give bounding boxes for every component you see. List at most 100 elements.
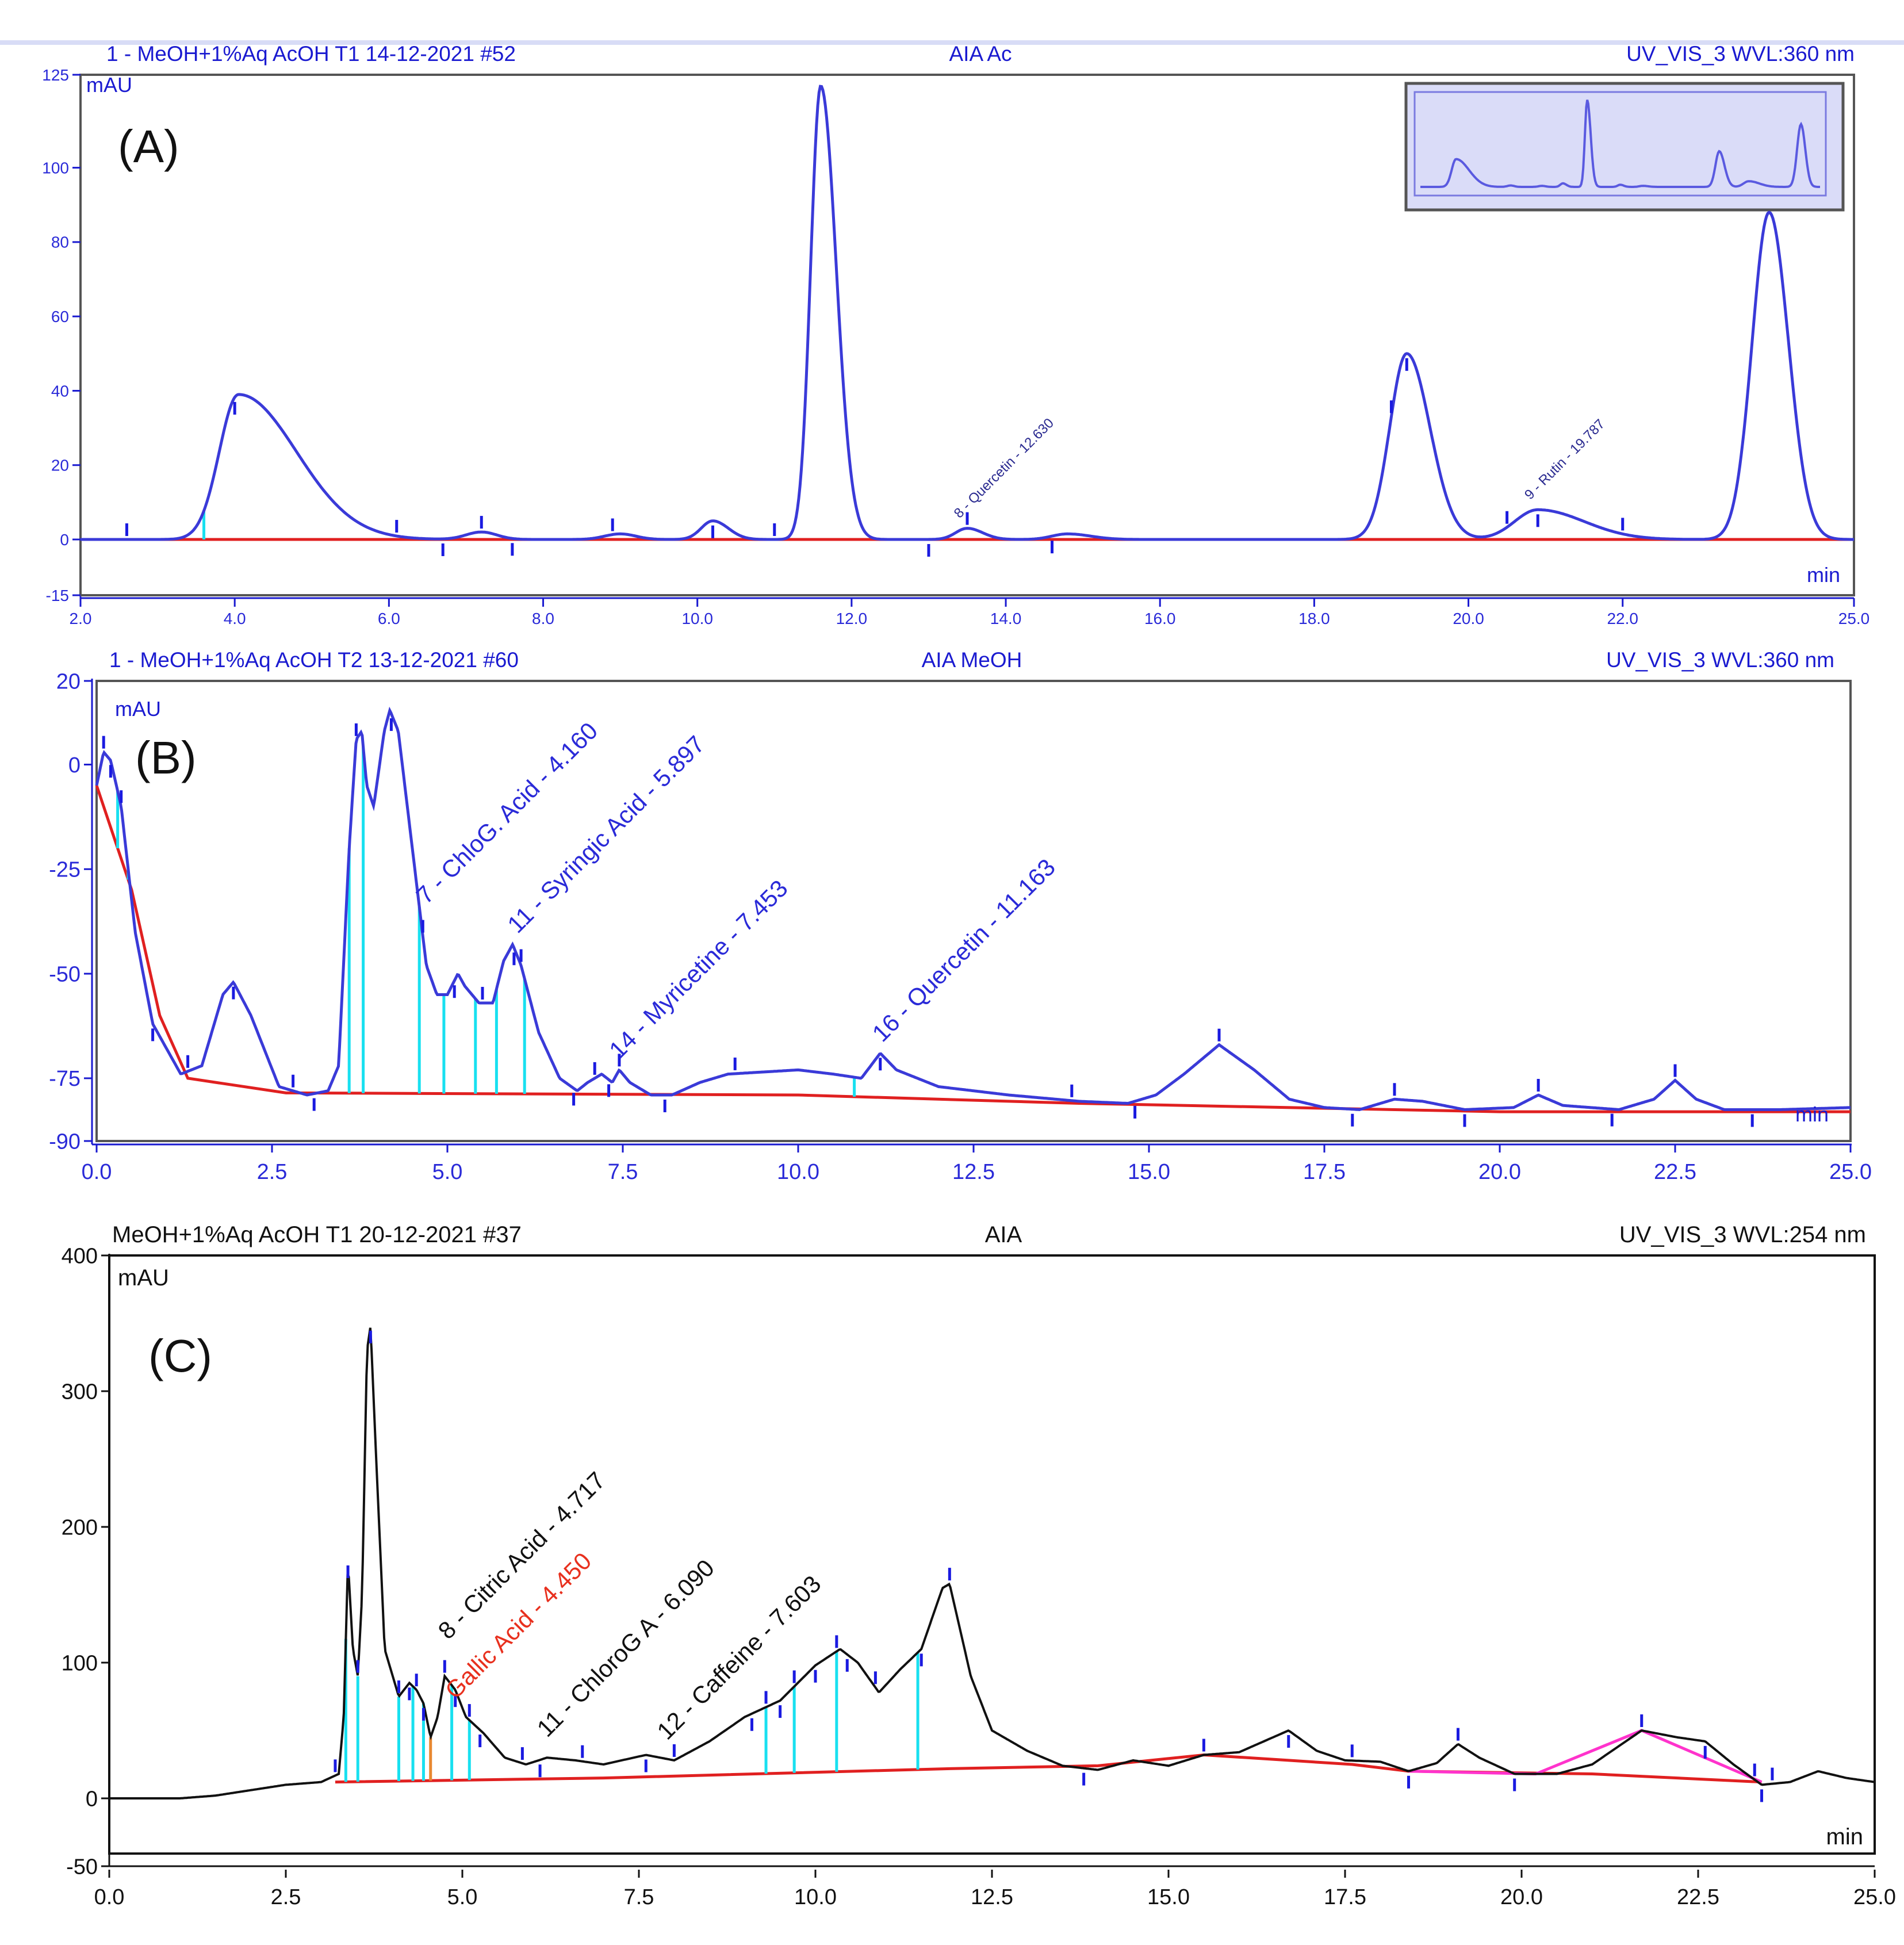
y-tick-label: 60 <box>51 308 69 326</box>
x-tick-label: 2.0 <box>70 610 92 627</box>
panel-c-baseline <box>335 1729 1763 1784</box>
panel-c-trace <box>109 1327 1875 1799</box>
panel-b-header-left: 1 - MeOH+1%Aq AcOH T2 13-12-2021 #60 <box>109 648 519 672</box>
x-tick-label: 5.0 <box>432 1160 463 1184</box>
panel-a-y-unit: mAU <box>86 73 132 97</box>
panel-a-plot-frame <box>79 74 1855 596</box>
panel-b-plot-frame <box>95 680 1852 1142</box>
x-tick-label: 15.0 <box>1147 1885 1190 1909</box>
x-tick-label: 25.0 <box>1829 1160 1872 1184</box>
panel-a: 1 - MeOH+1%Aq AcOH T1 14-12-2021 #52 AIA… <box>0 40 1904 627</box>
panel-b-header-right: UV_VIS_3 WVL:360 nm <box>1606 648 1834 672</box>
x-tick-label: 6.0 <box>378 610 400 627</box>
panel-c-header-right: UV_VIS_3 WVL:254 nm <box>1619 1222 1866 1247</box>
panel-a-label: (A) <box>118 121 179 172</box>
x-tick-label: 0.0 <box>94 1885 125 1909</box>
y-tick-label: 20 <box>56 669 81 694</box>
x-tick-label: 15.0 <box>1128 1160 1170 1184</box>
x-tick-label: 25.0 <box>1838 610 1870 627</box>
y-tick-label: 20 <box>51 457 69 474</box>
y-tick-label: 400 <box>62 1244 98 1268</box>
x-tick-label: 2.5 <box>257 1160 288 1184</box>
x-tick-label: 7.5 <box>624 1885 654 1909</box>
y-tick-label: -15 <box>46 587 69 604</box>
panel-a-inset-frame <box>1413 91 1827 197</box>
x-tick-label: 2.5 <box>271 1885 301 1909</box>
panel-a-inset-trace <box>1420 99 1820 188</box>
x-tick-label: 10.0 <box>681 610 713 627</box>
x-tick-label: 0.0 <box>82 1160 112 1184</box>
x-tick-label: 17.5 <box>1324 1885 1366 1909</box>
y-tick-label: 0 <box>86 1787 98 1811</box>
panel-c: MeOH+1%Aq AcOH T1 20-12-2021 #37 AIA UV_… <box>62 1222 1896 1909</box>
x-tick-label: 20.0 <box>1453 610 1484 627</box>
panel-b-label: (B) <box>135 732 197 783</box>
y-tick-label: 300 <box>62 1380 98 1404</box>
y-tick-label: -75 <box>49 1067 81 1091</box>
panel-a-header-center: AIA Ac <box>949 42 1012 66</box>
peak-annotation: 9 - Rutin - 19.787 <box>1522 416 1608 503</box>
peak-annotation: 11 - Syringic Acid - 5.897 <box>502 730 710 938</box>
x-tick-label: 17.5 <box>1303 1160 1346 1184</box>
panel-b-trace <box>95 706 1851 1112</box>
x-tick-label: 5.0 <box>447 1885 478 1909</box>
x-tick-label: 10.0 <box>794 1885 837 1909</box>
panel-a-header-right: UV_VIS_3 WVL:360 nm <box>1626 42 1855 66</box>
panel-b: 1 - MeOH+1%Aq AcOH T2 13-12-2021 #60 AIA… <box>49 648 1872 1184</box>
panel-c-header-left: MeOH+1%Aq AcOH T1 20-12-2021 #37 <box>112 1222 522 1247</box>
x-tick-label: 16.0 <box>1144 610 1176 627</box>
y-tick-label: 80 <box>51 233 69 251</box>
panel-a-trace <box>81 85 1854 541</box>
x-tick-label: 12.5 <box>952 1160 995 1184</box>
y-tick-label: 40 <box>51 382 69 400</box>
x-tick-label: 10.0 <box>777 1160 819 1184</box>
manual-baseline-segment <box>1408 1729 1763 1783</box>
panel-c-label: (C) <box>148 1330 212 1381</box>
x-tick-label: 14.0 <box>990 610 1022 627</box>
y-tick-label: 200 <box>62 1515 98 1540</box>
panel-a-header-left: 1 - MeOH+1%Aq AcOH T1 14-12-2021 #52 <box>106 42 516 66</box>
x-tick-label: 22.5 <box>1654 1160 1696 1184</box>
panel-a-x-unit: min <box>1807 563 1840 587</box>
y-tick-label: 0 <box>68 753 81 778</box>
x-tick-label: 4.0 <box>224 610 246 627</box>
panel-c-peak-markers <box>334 1330 1774 1802</box>
panel-a-inset <box>1404 82 1845 212</box>
panel-c-y-unit: mAU <box>118 1265 169 1291</box>
panel-c-ticks: 0.0 2.5 5.0 7.5 10.0 12.5 15.0 17.5 20.0 22.5 25.0… <box>62 1244 1896 1909</box>
panel-a-peak-markers <box>125 358 1625 557</box>
x-tick-label: 20.0 <box>1500 1885 1543 1909</box>
x-tick-label: 20.0 <box>1478 1160 1521 1184</box>
panel-b-peak-markers <box>102 718 1754 1127</box>
x-tick-label: 7.5 <box>608 1160 638 1184</box>
y-tick-label: -50 <box>66 1855 98 1879</box>
y-tick-label: -25 <box>49 858 81 882</box>
y-tick-label: -90 <box>49 1130 81 1154</box>
peak-annotation: 16 - Quercetin - 11.163 <box>867 853 1060 1047</box>
panel-b-header-center: AIA MeOH <box>922 648 1022 672</box>
y-tick-label: 125 <box>42 66 69 84</box>
panel-b-y-unit: mAU <box>115 697 161 721</box>
x-tick-label: 22.0 <box>1607 610 1638 627</box>
panel-a-annotations: 8 - Quercetin - 12.630 9 - Rutin - 19.787 <box>951 415 1608 521</box>
y-tick-label: 100 <box>62 1651 98 1675</box>
peak-annotation: 14 - Myricetine - 7.453 <box>604 875 793 1064</box>
panel-b-ticks: 0.0 2.5 5.0 7.5 10.0 12.5 15.0 17.5 20.0 22.5 25.0… <box>49 669 1872 1184</box>
panel-a-header-bar <box>0 40 1904 45</box>
panel-b-x-unit: min <box>1795 1102 1829 1126</box>
y-tick-label: 0 <box>60 531 69 549</box>
panel-a-ticks: 2.0 4.0 6.0 8.0 10.0 12.0 14.0 16.0 18.0 20.0 22.0… <box>42 66 1869 627</box>
x-tick-label: 22.5 <box>1677 1885 1719 1909</box>
panel-c-header-center: AIA <box>985 1222 1022 1247</box>
x-tick-label: 25.0 <box>1853 1885 1896 1909</box>
x-tick-label: 8.0 <box>532 610 554 627</box>
panel-c-x-unit: min <box>1826 1824 1863 1850</box>
panel-c-plot-frame <box>108 1254 1876 1855</box>
y-tick-label: 100 <box>42 159 69 177</box>
y-tick-label: -50 <box>49 962 81 986</box>
x-tick-label: 18.0 <box>1298 610 1330 627</box>
x-tick-label: 12.5 <box>971 1885 1013 1909</box>
peak-annotation: 8 - Quercetin - 12.630 <box>951 415 1057 521</box>
